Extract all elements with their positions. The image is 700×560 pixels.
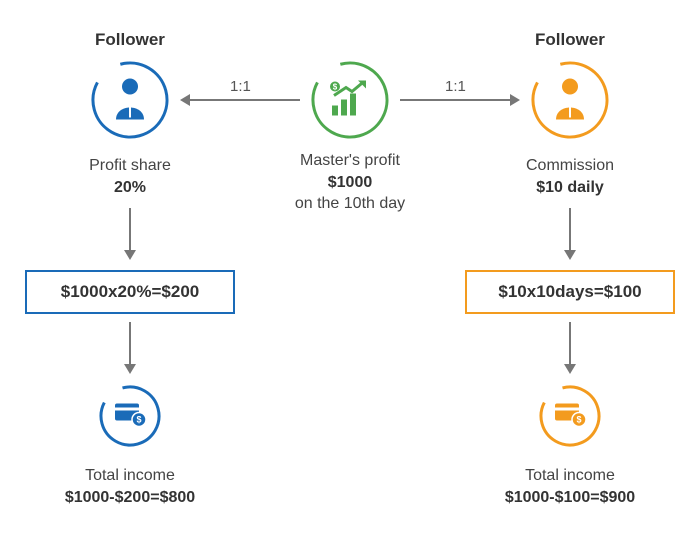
svg-text:$: $: [333, 83, 338, 92]
master-profit-day: on the 10th day: [270, 193, 430, 215]
arrow-right-2: [569, 322, 571, 364]
left-total-calc: $1000-$200=$800: [30, 487, 230, 509]
left-follower-circle: [90, 60, 170, 140]
master-profit-circle: $: [310, 60, 390, 140]
person-icon: [550, 76, 590, 125]
svg-text:$: $: [576, 415, 581, 425]
right-total-label: Total income $1000-$100=$900: [470, 465, 670, 508]
right-follower-circle: [530, 60, 610, 140]
arrow-left-1: [129, 208, 131, 250]
person-icon: [110, 76, 150, 125]
arrow-left-2: [129, 322, 131, 364]
arrow-left-2-head: [124, 364, 136, 374]
arrow-right-2-head: [564, 364, 576, 374]
arrow-right-1-head: [564, 250, 576, 260]
arrow-head-left: [180, 94, 190, 106]
right-calc-box: $10x10days=$100: [465, 270, 675, 314]
left-follower-heading: Follower: [95, 30, 165, 50]
right-total-calc: $1000-$100=$900: [470, 487, 670, 509]
master-profit-amount: $1000: [270, 172, 430, 194]
right-commission-label: Commission $10 daily: [500, 155, 640, 198]
right-total-text: Total income: [470, 465, 670, 487]
left-total-label: Total income $1000-$200=$800: [30, 465, 230, 508]
profit-share-value: 20%: [60, 177, 200, 199]
master-profit-text: Master's profit: [270, 150, 430, 172]
left-income-circle: $: [98, 384, 162, 448]
commission-text: Commission: [500, 155, 640, 177]
ratio-right: 1:1: [445, 78, 466, 95]
arrow-right-1: [569, 208, 571, 250]
right-income-circle: $: [538, 384, 602, 448]
center-master-label: Master's profit $1000 on the 10th day: [270, 150, 430, 215]
right-follower-heading: Follower: [535, 30, 605, 50]
ratio-left: 1:1: [230, 78, 251, 95]
svg-text:$: $: [136, 415, 141, 425]
left-share-label: Profit share 20%: [60, 155, 200, 198]
commission-value: $10 daily: [500, 177, 640, 199]
card-income-icon: $: [113, 400, 147, 433]
card-income-icon: $: [553, 400, 587, 433]
arrow-head-right: [510, 94, 520, 106]
profit-share-text: Profit share: [60, 155, 200, 177]
left-calc-box: $1000x20%=$200: [25, 270, 235, 314]
arrow-center-to-right: [400, 99, 510, 101]
profit-chart-icon: $: [328, 78, 372, 123]
arrow-left-1-head: [124, 250, 136, 260]
left-total-text: Total income: [30, 465, 230, 487]
arrow-center-to-left: [190, 99, 300, 101]
